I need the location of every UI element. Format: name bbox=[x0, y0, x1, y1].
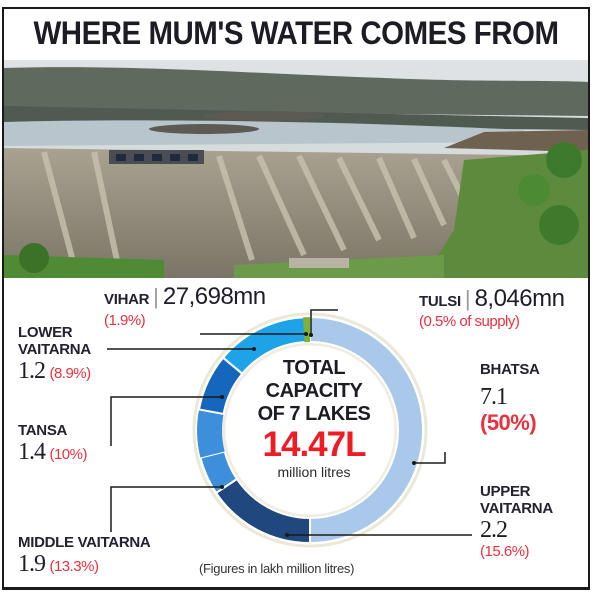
segment-tulsi bbox=[303, 316, 310, 343]
label-tansa: TANSA 1.4 (10%) bbox=[18, 422, 87, 465]
leader-bhatsa bbox=[414, 452, 446, 464]
total-capacity-value: 14.47L bbox=[262, 425, 367, 464]
leader-tansa bbox=[110, 396, 222, 446]
label-tulsi: TULSI | 8,046mn bbox=[419, 285, 565, 312]
segment-middle-vaitarna-b bbox=[197, 409, 225, 458]
dam-photo bbox=[4, 60, 588, 278]
donut-chart bbox=[107, 309, 472, 548]
pct-tulsi: (0.5% of supply) bbox=[419, 313, 520, 330]
label-vihar: VIHAR | 27,698mn bbox=[104, 283, 266, 310]
segment-bhatsa bbox=[309, 315, 424, 545]
label-middle-vaitarna: MIDDLE VAITARNA 1.9 (13.3%) bbox=[18, 534, 151, 577]
label-upper-vaitarna: UPPER VAITARNA 2.2 (15.6%) bbox=[480, 483, 553, 560]
footnote: (Figures in lakh million litres) bbox=[199, 561, 355, 576]
infographic-frame: WHERE MUM'S WATER COMES FROM bbox=[2, 7, 590, 590]
leader-tulsi bbox=[310, 309, 338, 335]
pct-vihar: (1.9%) bbox=[104, 312, 146, 329]
label-lower-vaitarna: LOWER VAITARNA 1.2 (8.9%) bbox=[18, 324, 91, 384]
label-bhatsa: BHATSA 7.1 (50%) bbox=[480, 361, 540, 435]
donut-center-label: TOTAL CAPACITY OF 7 LAKES 14.47L million… bbox=[229, 357, 399, 480]
leader-middle-vaitarna bbox=[110, 486, 222, 532]
page-title: WHERE MUM'S WATER COMES FROM bbox=[33, 15, 559, 51]
